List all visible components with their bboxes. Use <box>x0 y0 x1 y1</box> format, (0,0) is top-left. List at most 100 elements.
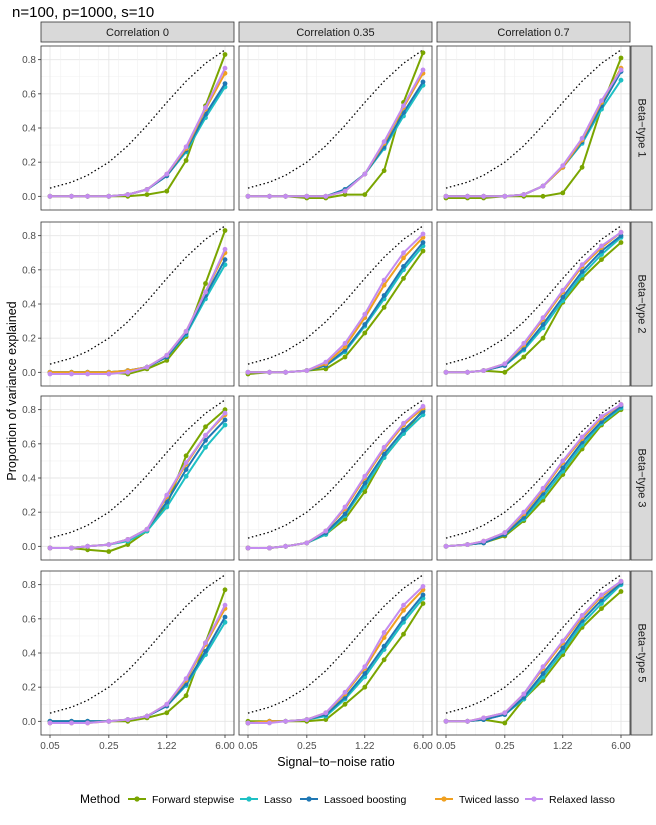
series-point <box>481 715 486 721</box>
series-point <box>342 354 348 360</box>
x-tick-label: 0.05 <box>436 741 456 752</box>
x-axis-title: Signal−to−noise ratio <box>277 755 394 769</box>
x-tick-label: 1.22 <box>553 741 573 752</box>
row-strip-label: Beta−type 2 <box>636 274 648 333</box>
series-point <box>599 592 604 598</box>
y-tick-label: 0.0 <box>22 717 36 728</box>
series-point <box>222 246 228 252</box>
series-point <box>362 684 368 690</box>
series-point <box>521 192 527 198</box>
x-tick-label: 0.25 <box>297 741 317 752</box>
series-line <box>446 69 622 198</box>
panel: 0.05 0.25 1.22 6.00 <box>238 570 433 752</box>
series-point <box>85 543 90 549</box>
legend-item: Relaxed lasso <box>525 794 615 806</box>
legend-key-point <box>531 796 537 802</box>
series-point <box>106 193 112 199</box>
panel <box>436 221 631 387</box>
series-point <box>401 276 406 281</box>
series-point <box>222 602 228 608</box>
series-point <box>69 720 74 726</box>
series-point <box>521 354 527 360</box>
series-point <box>381 168 387 174</box>
series-point <box>304 368 310 373</box>
series-point <box>69 545 74 551</box>
legend-item: Forward stepwise <box>128 794 234 806</box>
series-point <box>362 192 368 198</box>
series-point <box>267 545 272 551</box>
legend-label: Twiced lasso <box>459 794 519 806</box>
y-tick-label: 0.0 <box>22 542 36 553</box>
series-point <box>560 190 566 196</box>
series-line <box>50 408 226 553</box>
series-point <box>267 720 272 726</box>
y-tick-label: 0.8 <box>22 580 36 591</box>
series-point <box>342 192 348 198</box>
series-point <box>381 630 387 635</box>
series-point <box>323 366 329 372</box>
series-point <box>164 358 170 363</box>
column-strip-label: Correlation 0.7 <box>497 27 569 39</box>
legend-key-point <box>306 796 312 802</box>
series-point <box>420 240 426 245</box>
series-point <box>304 717 310 722</box>
series-point <box>125 542 131 547</box>
series-point <box>401 264 406 269</box>
series-point <box>164 171 170 177</box>
series-point <box>420 248 426 254</box>
series-point <box>144 713 150 719</box>
series-point <box>618 229 624 235</box>
series-line <box>248 69 424 198</box>
series-point <box>183 144 189 150</box>
series-point <box>47 545 53 551</box>
row-strip <box>630 570 653 736</box>
series-point <box>183 460 189 465</box>
series-point <box>540 193 546 199</box>
series-point <box>521 509 527 515</box>
column-strip <box>436 21 631 43</box>
series-point <box>323 193 329 199</box>
series-line <box>50 248 226 375</box>
series-point <box>560 287 566 293</box>
series-point <box>362 330 368 336</box>
figure-title: n=100, p=1000, s=10 <box>12 4 155 21</box>
series-point <box>245 193 251 199</box>
series-point <box>465 542 470 547</box>
series-point <box>381 657 387 663</box>
series-point <box>618 55 624 61</box>
series-point <box>502 710 508 716</box>
series-point <box>203 648 208 654</box>
series-point <box>183 676 189 681</box>
series-point <box>401 427 406 433</box>
series-line <box>248 233 424 374</box>
series-point <box>362 171 368 177</box>
series-point <box>222 65 228 71</box>
y-tick-label: 0.8 <box>22 231 36 242</box>
y-tick-label: 0.4 <box>22 649 36 660</box>
panel: 0.0 0.2 0.4 0.6 0.8 <box>22 395 235 561</box>
series-point <box>560 638 566 644</box>
series-point <box>618 77 624 83</box>
series-point <box>560 163 566 169</box>
y-tick-label: 0.8 <box>22 405 36 416</box>
series-point <box>106 549 112 554</box>
y-tick-label: 0.4 <box>22 474 36 485</box>
x-tick-label: 6.00 <box>413 741 433 752</box>
y-tick-label: 0.2 <box>22 508 36 519</box>
y-tick-label: 0.4 <box>22 300 36 311</box>
series-point <box>521 691 527 697</box>
panel-border <box>238 45 433 211</box>
panel <box>436 395 631 561</box>
legend-label: Lasso <box>264 794 292 806</box>
series-point <box>599 414 604 419</box>
row-strip <box>630 395 653 561</box>
series-point <box>599 243 604 249</box>
legend-item: Lasso <box>240 794 292 806</box>
series-line <box>446 580 622 723</box>
series-point <box>222 81 228 86</box>
x-tick-label: 0.05 <box>40 741 60 752</box>
y-tick-label: 0.0 <box>22 368 36 379</box>
series-point <box>401 250 406 256</box>
legend-key-point <box>441 796 447 802</box>
